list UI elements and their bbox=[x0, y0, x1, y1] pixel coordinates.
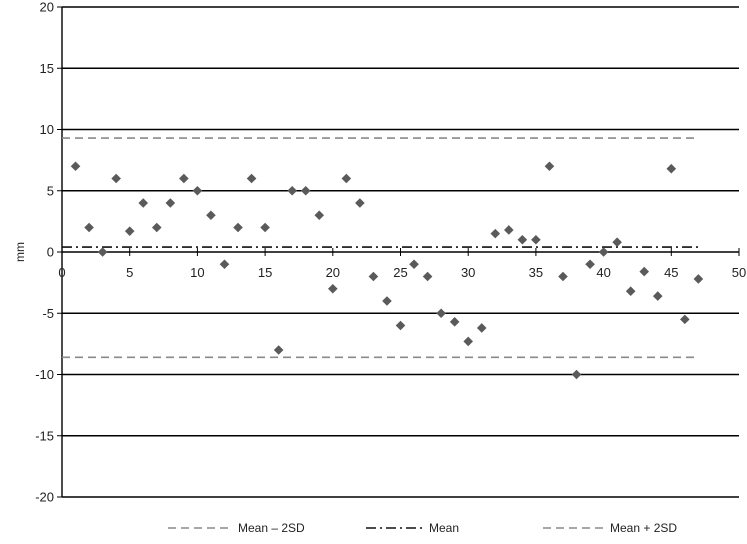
data-point-2 bbox=[97, 247, 108, 257]
reference-lines bbox=[62, 137, 699, 359]
data-point-40 bbox=[612, 237, 622, 247]
data-point-10 bbox=[206, 210, 216, 221]
data-points bbox=[70, 161, 704, 380]
x-tick-label-3: 15 bbox=[258, 265, 272, 280]
axes bbox=[57, 6, 740, 498]
x-tick-label-1: 5 bbox=[126, 265, 133, 280]
legend-label-0: Mean – 2SD bbox=[238, 521, 305, 535]
data-point-25 bbox=[409, 259, 419, 270]
legend: Mean – 2SD Mean Mean + 2SD bbox=[168, 521, 677, 535]
x-tick-label-8: 40 bbox=[596, 265, 610, 280]
data-point-46 bbox=[693, 274, 704, 284]
data-point-1 bbox=[84, 222, 94, 233]
data-point-28 bbox=[449, 317, 460, 327]
y-tick-label-5: -5 bbox=[42, 306, 54, 321]
y-tick-label-0: 20 bbox=[40, 0, 54, 15]
data-point-6 bbox=[151, 222, 162, 233]
data-point-29 bbox=[463, 336, 473, 347]
data-point-5 bbox=[138, 198, 149, 208]
data-point-22 bbox=[368, 271, 379, 282]
data-point-45 bbox=[680, 314, 690, 325]
data-point-43 bbox=[652, 291, 663, 301]
legend-label-1: Mean bbox=[429, 521, 459, 535]
data-point-17 bbox=[300, 185, 311, 196]
data-point-37 bbox=[571, 369, 582, 380]
data-point-16 bbox=[287, 185, 297, 196]
legend-label-2: Mean + 2SD bbox=[610, 521, 677, 535]
data-point-35 bbox=[544, 161, 555, 172]
data-point-4 bbox=[124, 226, 135, 236]
data-point-7 bbox=[165, 198, 176, 208]
data-point-23 bbox=[382, 296, 392, 306]
data-point-0 bbox=[70, 161, 81, 172]
data-point-44 bbox=[666, 163, 677, 174]
x-tick-label-7: 35 bbox=[529, 265, 543, 280]
data-point-3 bbox=[111, 173, 121, 184]
y-tick-label-4: 0 bbox=[47, 245, 54, 260]
data-point-31 bbox=[490, 228, 501, 239]
y-tick-label-8: -20 bbox=[35, 490, 54, 505]
data-point-20 bbox=[341, 173, 352, 184]
y-tick-label-1: 15 bbox=[40, 61, 54, 76]
x-tick-label-0: 0 bbox=[58, 265, 65, 280]
y-tick-label-7: -15 bbox=[35, 428, 54, 443]
data-point-14 bbox=[260, 222, 270, 233]
data-point-18 bbox=[314, 210, 325, 221]
y-axis-label: mm bbox=[13, 242, 27, 262]
data-point-33 bbox=[517, 234, 528, 245]
data-point-41 bbox=[625, 286, 636, 296]
x-tick-label-2: 10 bbox=[190, 265, 204, 280]
data-point-21 bbox=[355, 198, 365, 208]
data-point-39 bbox=[598, 247, 609, 257]
x-tick-label-5: 25 bbox=[393, 265, 407, 280]
data-point-32 bbox=[504, 225, 514, 235]
x-tick-label-6: 30 bbox=[461, 265, 475, 280]
data-point-19 bbox=[328, 283, 338, 294]
data-point-30 bbox=[476, 323, 487, 333]
data-point-24 bbox=[395, 320, 406, 331]
y-tick-label-3: 5 bbox=[47, 183, 54, 198]
x-tick-label-10: 50 bbox=[732, 265, 746, 280]
data-point-12 bbox=[233, 222, 243, 233]
data-point-9 bbox=[192, 185, 203, 196]
data-point-27 bbox=[436, 308, 446, 319]
data-point-13 bbox=[246, 173, 257, 184]
x-tick-label-4: 20 bbox=[326, 265, 340, 280]
data-point-11 bbox=[219, 259, 230, 270]
data-point-34 bbox=[531, 234, 541, 245]
data-point-36 bbox=[558, 271, 568, 282]
data-point-8 bbox=[179, 173, 189, 184]
data-point-38 bbox=[585, 259, 595, 270]
y-tick-labels: 20 15 10 5 0 -5 -10 -15 -20 bbox=[35, 0, 54, 505]
data-point-42 bbox=[639, 266, 650, 277]
x-tick-label-9: 45 bbox=[664, 265, 678, 280]
data-point-15 bbox=[273, 345, 284, 355]
y-tick-label-2: 10 bbox=[40, 122, 54, 137]
x-tick-labels: 0 5 10 15 20 25 30 35 40 45 50 bbox=[58, 265, 746, 280]
y-tick-label-6: -10 bbox=[35, 367, 54, 382]
data-point-26 bbox=[422, 271, 433, 282]
